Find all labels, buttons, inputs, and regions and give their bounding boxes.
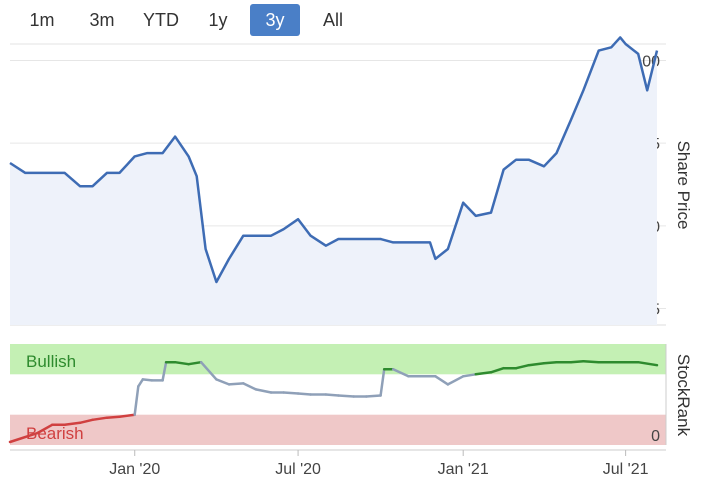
share-price-panel: 255075100Share Price [9,36,693,326]
rank-tick-label: 0 [651,428,660,445]
rank-line-segment [296,392,312,396]
price-axis-title: Share Price [674,141,693,230]
rank-line-segment [514,363,530,370]
x-tick-label: Jan '21 [438,461,489,478]
bearish-band [10,414,666,445]
rank-line-segment [582,359,600,364]
range-ytd-button[interactable]: YTD [136,4,186,36]
rank-line-segment [36,423,54,435]
rank-line-segment [461,373,478,378]
rank-line-segment [187,360,203,366]
x-tick-label: Jul '21 [603,461,649,478]
rank-line-segment [527,361,546,367]
rank-line-segment [636,360,659,367]
rank-line-segment [254,388,273,394]
rank-line-segment [215,378,231,386]
range-3y-button[interactable]: 3y [250,4,300,36]
rank-line-segment [242,382,258,391]
rank-line-segment [199,360,218,381]
x-tick-label: Jan '20 [109,461,160,478]
rank-line-segment [434,375,450,386]
rank-line-segment [105,415,121,419]
rank-line-segment [227,382,245,386]
rank-line-segment [446,375,465,386]
range-1y-button[interactable]: 1y [198,4,238,36]
bullish-band [10,344,666,375]
rank-line-segment [569,359,585,364]
rank-line-segment [161,360,168,382]
range-selector: 1m 3m YTD 1y 3y All [0,4,420,36]
rank-line-segment [78,418,94,425]
rank-line-segment [137,378,145,388]
rank-line-segment [337,394,355,398]
rank-line-segment [379,368,386,397]
rank-line-segment [365,394,382,398]
rank-line-segment [63,421,82,427]
range-all-button[interactable]: All [312,4,354,36]
stockrank-panel: Bullish Bearish 0 StockRank [8,344,693,445]
rank-line-segment [391,368,410,378]
x-axis: Jan '20 Jul '20 Jan '21 Jul '21 [10,449,666,478]
price-line [9,36,659,284]
rank-line-segment [542,360,558,365]
rank-line-segment [173,360,190,366]
bullish-label: Bullish [26,352,76,371]
rank-line-segment [324,393,340,397]
range-1m-button[interactable]: 1m [20,4,64,36]
rank-line-segment [489,366,505,374]
bearish-label: Bearish [26,424,84,443]
rank-line-segment [133,385,140,416]
rank-line-segment [8,431,40,444]
rank-axis-title: StockRank [674,354,693,437]
rank-line-segment [118,413,136,418]
range-3m-button[interactable]: 3m [78,4,126,36]
price-area [10,37,658,326]
rank-line-segment [141,378,154,382]
rank-line-segment [282,391,300,395]
x-tick-label: Jul '20 [275,461,321,478]
rank-line-segment [91,416,109,422]
rank-line-segment [474,371,493,376]
